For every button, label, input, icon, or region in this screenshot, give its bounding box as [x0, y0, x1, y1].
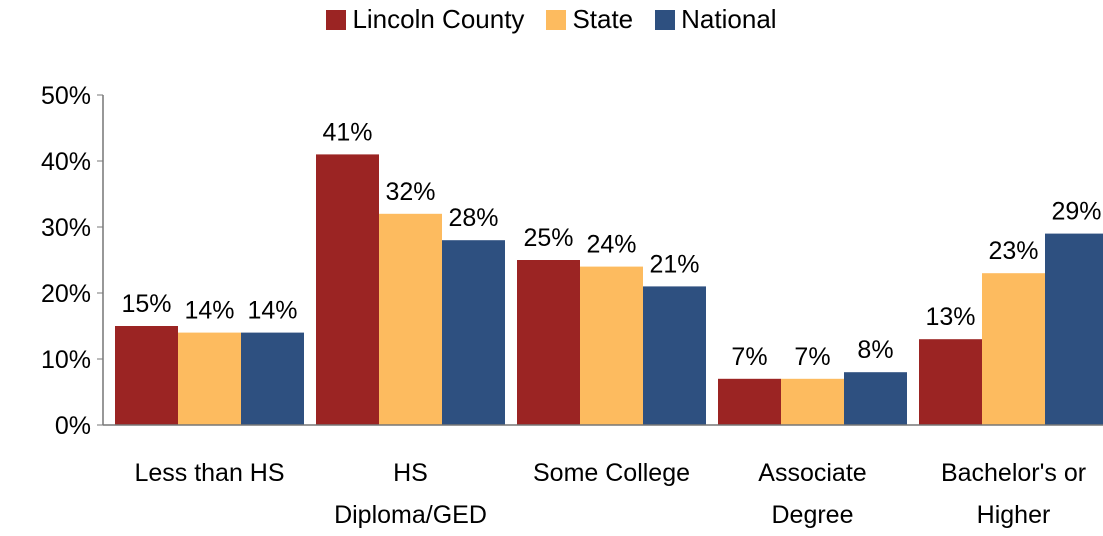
bar: [178, 333, 241, 425]
y-tick-label: 30%: [41, 214, 91, 242]
bar: [643, 286, 706, 425]
y-tick-label: 10%: [41, 346, 91, 374]
bar: [580, 267, 643, 425]
x-tick-label: Less than HS: [115, 452, 305, 494]
value-label: 7%: [731, 343, 767, 371]
value-label: 13%: [925, 303, 975, 331]
bar: [718, 379, 781, 425]
value-label: 8%: [857, 336, 893, 364]
value-label: 15%: [121, 290, 171, 318]
y-tick-label: 0%: [55, 412, 91, 440]
x-tick-label: HS Diploma/GED: [316, 452, 506, 536]
y-tick-label: 20%: [41, 280, 91, 308]
bar: [844, 372, 907, 425]
value-label: 28%: [448, 204, 498, 232]
bar: [982, 273, 1045, 425]
bar: [442, 240, 505, 425]
x-tick-label: Bachelor's or Higher: [919, 452, 1103, 536]
value-label: 24%: [586, 231, 636, 259]
value-label: 41%: [322, 118, 372, 146]
value-label: 14%: [184, 297, 234, 325]
value-label: 21%: [649, 250, 699, 278]
bar: [241, 333, 304, 425]
value-label: 23%: [988, 237, 1038, 265]
y-tick-label: 40%: [41, 148, 91, 176]
bar: [919, 339, 982, 425]
value-label: 32%: [385, 178, 435, 206]
x-tick-label: Some College: [517, 452, 707, 494]
value-label: 14%: [247, 297, 297, 325]
value-label: 7%: [794, 343, 830, 371]
x-tick-label: Associate Degree: [718, 452, 908, 536]
bar: [1045, 234, 1103, 425]
y-tick-label: 50%: [41, 82, 91, 110]
bar: [115, 326, 178, 425]
value-label: 25%: [523, 224, 573, 252]
bar: [379, 214, 442, 425]
value-label: 29%: [1051, 198, 1101, 226]
bar: [316, 154, 379, 425]
bar: [781, 379, 844, 425]
bar: [517, 260, 580, 425]
